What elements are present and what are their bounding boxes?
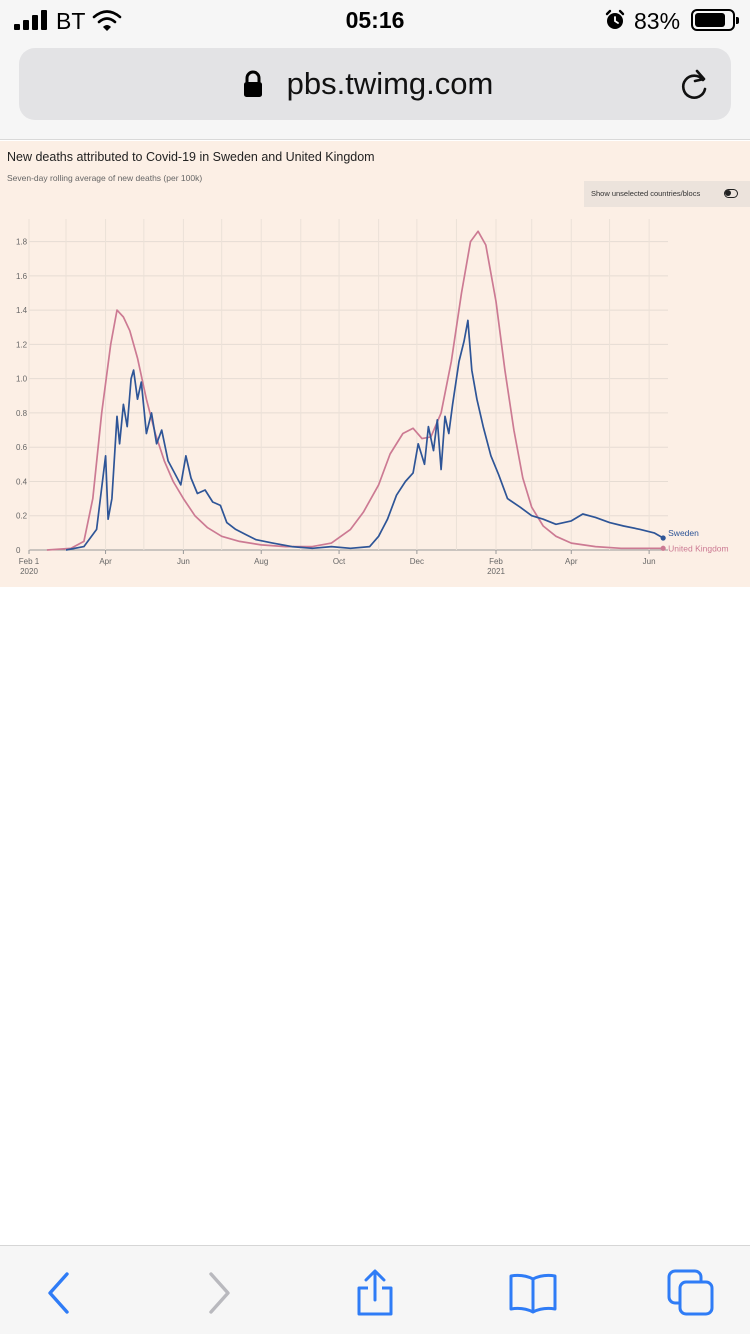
series-line-united-kingdom [46, 230, 664, 551]
y-tick-label: 0.6 [16, 443, 28, 452]
toggle-switch-icon[interactable] [724, 189, 738, 198]
x-tick-label: Jun [643, 557, 656, 566]
series-label: Sweden [668, 528, 699, 538]
x-tick-label: Jun [177, 557, 190, 566]
x-tick-label: Apr [565, 557, 578, 566]
alarm-icon [605, 9, 625, 29]
clock: 05:16 [345, 7, 405, 33]
tabs-icon[interactable] [666, 1268, 716, 1318]
chart-series: United Kingdom Sweden [46, 230, 729, 553]
series-label: United Kingdom [668, 543, 728, 553]
toggle-label: Show unselected countries/blocs [591, 189, 701, 198]
x-tick-label: Dec [410, 557, 424, 566]
battery-percentage: 83% [634, 8, 681, 34]
y-tick-label: 1.0 [16, 375, 28, 384]
bookmarks-icon[interactable] [508, 1268, 558, 1318]
battery-icon [691, 9, 739, 31]
y-tick-label: 1.8 [16, 238, 28, 247]
chart-grid [28, 219, 668, 551]
x-tick-sublabel: 2020 [20, 567, 38, 576]
y-tick-label: 0.8 [16, 409, 28, 418]
reload-icon[interactable] [677, 68, 711, 104]
bottom-toolbar [0, 1245, 750, 1334]
browser-chrome: pbs.twimg.com [0, 40, 750, 140]
signal-icon [14, 10, 48, 30]
chart-title: New deaths attributed to Covid-19 in Swe… [7, 150, 375, 164]
lock-icon [244, 70, 262, 97]
wifi-icon [92, 10, 122, 31]
x-tick-label: Apr [99, 557, 112, 566]
series-line-sweden [65, 319, 664, 551]
series-end-marker [660, 535, 666, 541]
x-tick-label: Oct [333, 557, 346, 566]
y-axis-ticks: 1.8 1.6 1.4 1.2 1.0 0.8 0.6 0.4 0.2 0 [16, 238, 28, 555]
show-unselected-toggle[interactable]: Show unselected countries/blocs [584, 181, 750, 207]
x-tick-label: Aug [254, 557, 268, 566]
y-tick-label: 1.6 [16, 272, 28, 281]
share-icon[interactable] [350, 1268, 400, 1318]
x-tick-sublabel: 2021 [487, 567, 505, 576]
chart-image: New deaths attributed to Covid-19 in Swe… [0, 141, 750, 587]
y-tick-label: 1.2 [16, 340, 28, 349]
x-tick-label: Feb [489, 557, 503, 566]
y-tick-label: 0 [16, 546, 21, 555]
address-bar[interactable]: pbs.twimg.com [19, 48, 731, 120]
chart-subtitle: Seven-day rolling average of new deaths … [7, 173, 203, 183]
forward-icon[interactable] [194, 1268, 244, 1318]
series-end-marker [660, 545, 666, 551]
carrier-name: BT [56, 8, 86, 34]
status-bar: BT 05:16 83% [0, 0, 750, 40]
y-tick-label: 0.2 [16, 512, 28, 521]
url-text[interactable]: pbs.twimg.com [286, 66, 494, 101]
y-tick-label: 0.4 [16, 477, 28, 486]
x-tick-label: Feb 1 [19, 557, 40, 566]
back-icon[interactable] [34, 1268, 84, 1318]
y-tick-label: 1.4 [16, 306, 28, 315]
